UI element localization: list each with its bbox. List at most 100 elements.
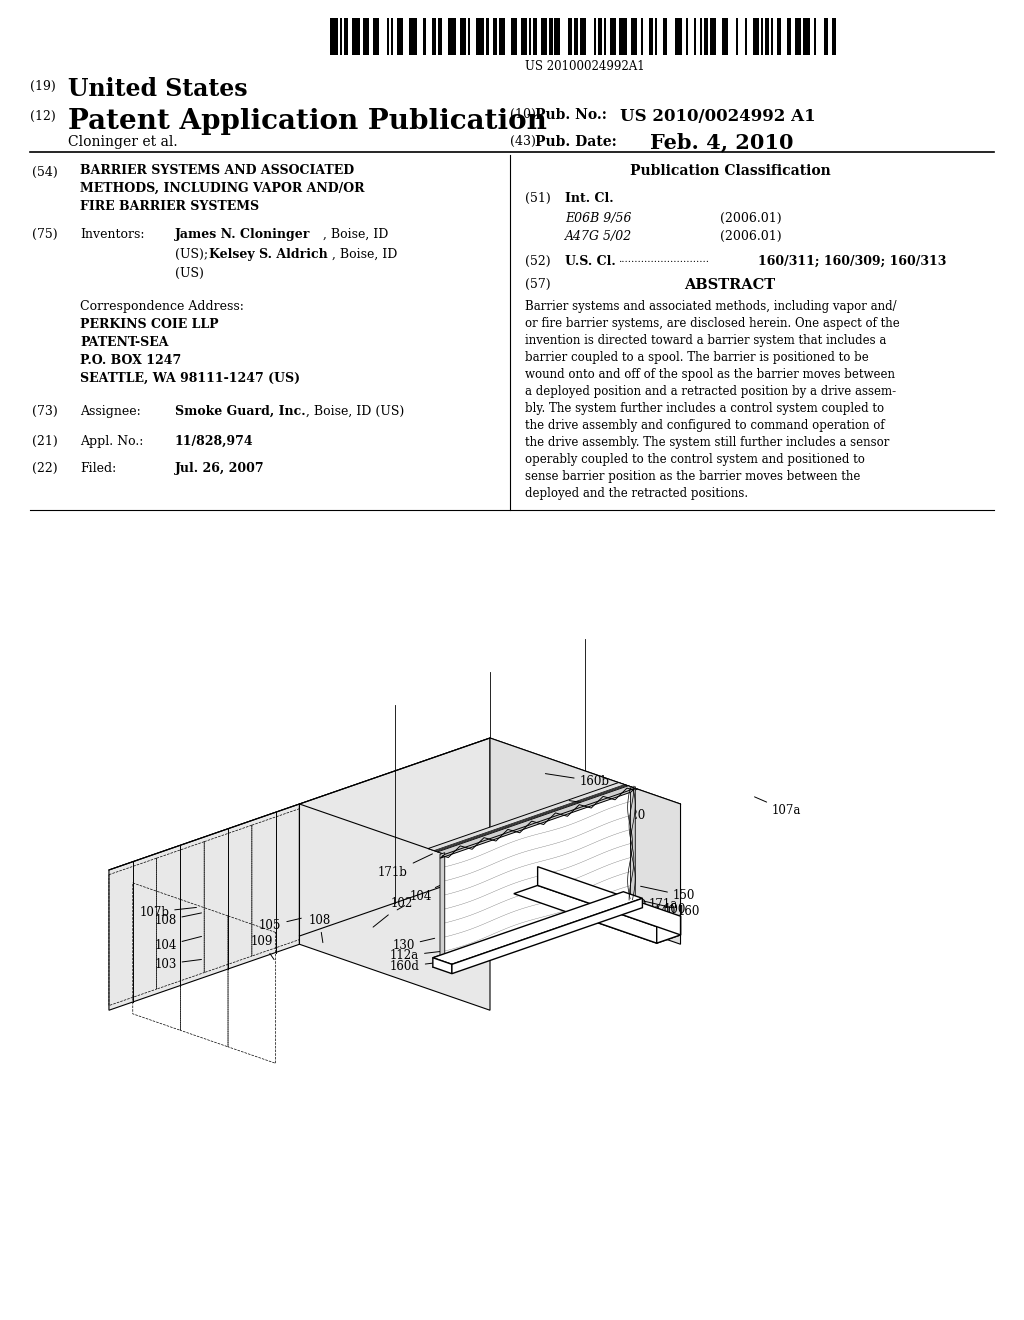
Bar — [511, 18, 517, 55]
Text: (73): (73) — [32, 405, 57, 418]
Bar — [722, 18, 728, 55]
Text: 100: 100 — [616, 903, 686, 916]
Bar — [631, 18, 637, 55]
Polygon shape — [440, 788, 635, 858]
Text: deployed and the retracted positions.: deployed and the retracted positions. — [525, 487, 749, 500]
Text: (43): (43) — [510, 135, 536, 148]
Bar — [777, 18, 781, 55]
Text: (22): (22) — [32, 462, 57, 475]
Text: PATENT-SEA: PATENT-SEA — [80, 337, 169, 348]
Text: a deployed position and a retracted position by a drive assem-: a deployed position and a retracted posi… — [525, 385, 896, 399]
Polygon shape — [109, 804, 299, 1010]
Text: Publication Classification: Publication Classification — [630, 164, 830, 178]
Text: 160d: 160d — [390, 960, 444, 973]
Text: (57): (57) — [525, 279, 551, 290]
Text: 105: 105 — [259, 919, 301, 932]
Polygon shape — [440, 853, 444, 966]
Bar — [814, 18, 816, 55]
Text: Pub. Date:: Pub. Date: — [535, 135, 616, 149]
Bar — [604, 18, 605, 55]
Text: 110: 110 — [587, 807, 617, 836]
Text: 141: 141 — [516, 920, 556, 937]
Text: Assignee:: Assignee: — [80, 405, 140, 418]
Text: (2006.01): (2006.01) — [720, 230, 781, 243]
Text: ............................: ............................ — [618, 255, 709, 264]
Text: 103: 103 — [155, 957, 202, 970]
Bar — [641, 18, 643, 55]
Bar — [771, 18, 773, 55]
Text: 160: 160 — [641, 900, 700, 919]
Text: 171c: 171c — [569, 800, 633, 814]
Polygon shape — [299, 738, 681, 870]
Bar — [675, 18, 682, 55]
Bar — [686, 18, 688, 55]
Bar — [344, 18, 348, 55]
Polygon shape — [437, 785, 638, 855]
Polygon shape — [442, 788, 633, 966]
Polygon shape — [490, 738, 681, 944]
Text: Barrier systems and associated methods, including vapor and/: Barrier systems and associated methods, … — [525, 300, 897, 313]
Bar — [528, 18, 530, 55]
Bar — [541, 18, 547, 55]
Text: P.O. BOX 1247: P.O. BOX 1247 — [80, 354, 181, 367]
Text: PERKINS COIE LLP: PERKINS COIE LLP — [80, 318, 219, 331]
Text: Cloninger et al.: Cloninger et al. — [68, 135, 177, 149]
Text: 103: 103 — [435, 870, 470, 887]
Bar — [409, 18, 417, 55]
Text: Patent Application Publication: Patent Application Publication — [68, 108, 547, 135]
Text: 145: 145 — [532, 820, 558, 846]
Text: Feb. 4, 2010: Feb. 4, 2010 — [650, 132, 794, 152]
Bar — [580, 18, 586, 55]
Text: 130: 130 — [392, 939, 434, 952]
Bar — [598, 18, 602, 55]
Text: 107b: 107b — [139, 906, 197, 919]
Text: , Boise, ID (US): , Boise, ID (US) — [306, 405, 404, 418]
Bar — [568, 18, 572, 55]
Bar — [700, 18, 702, 55]
Bar — [494, 18, 498, 55]
Bar — [803, 18, 810, 55]
Text: Int. Cl.: Int. Cl. — [565, 191, 613, 205]
Bar — [655, 18, 656, 55]
Text: (52): (52) — [525, 255, 551, 268]
Bar — [663, 18, 667, 55]
Text: 120: 120 — [611, 797, 646, 822]
Text: 112a: 112a — [390, 949, 444, 962]
Text: or fire barrier systems, are disclosed herein. One aspect of the: or fire barrier systems, are disclosed h… — [525, 317, 900, 330]
Text: Appl. No.:: Appl. No.: — [80, 436, 143, 447]
Bar — [374, 18, 379, 55]
Bar — [423, 18, 426, 55]
Bar — [710, 18, 716, 55]
Bar — [549, 18, 553, 55]
Bar — [364, 18, 370, 55]
Text: 170: 170 — [597, 899, 647, 917]
Bar — [500, 18, 505, 55]
Text: 102: 102 — [373, 898, 413, 927]
Text: the drive assembly and configured to command operation of: the drive assembly and configured to com… — [525, 418, 885, 432]
Bar — [554, 18, 560, 55]
Bar — [694, 18, 696, 55]
Text: barrier coupled to a spool. The barrier is positioned to be: barrier coupled to a spool. The barrier … — [525, 351, 868, 364]
Text: 104: 104 — [155, 936, 202, 952]
Polygon shape — [514, 886, 681, 944]
Bar — [824, 18, 828, 55]
Bar — [649, 18, 653, 55]
Bar — [620, 18, 628, 55]
Bar — [330, 18, 338, 55]
Bar — [532, 18, 537, 55]
Text: United States: United States — [68, 77, 248, 102]
Polygon shape — [538, 867, 681, 935]
Text: ABSTRACT: ABSTRACT — [684, 279, 775, 292]
Text: (19): (19) — [30, 81, 55, 92]
Bar — [705, 18, 708, 55]
Text: 195: 195 — [569, 820, 624, 836]
Text: , Boise, ID: , Boise, ID — [332, 248, 397, 261]
Text: Inventors:: Inventors: — [80, 228, 144, 242]
Text: (10): (10) — [510, 108, 536, 121]
Text: bly. The system further includes a control system coupled to: bly. The system further includes a contr… — [525, 403, 884, 414]
Bar — [387, 18, 389, 55]
Text: 109: 109 — [251, 936, 274, 960]
Bar — [735, 18, 737, 55]
Text: (12): (12) — [30, 110, 55, 123]
Polygon shape — [452, 899, 642, 974]
